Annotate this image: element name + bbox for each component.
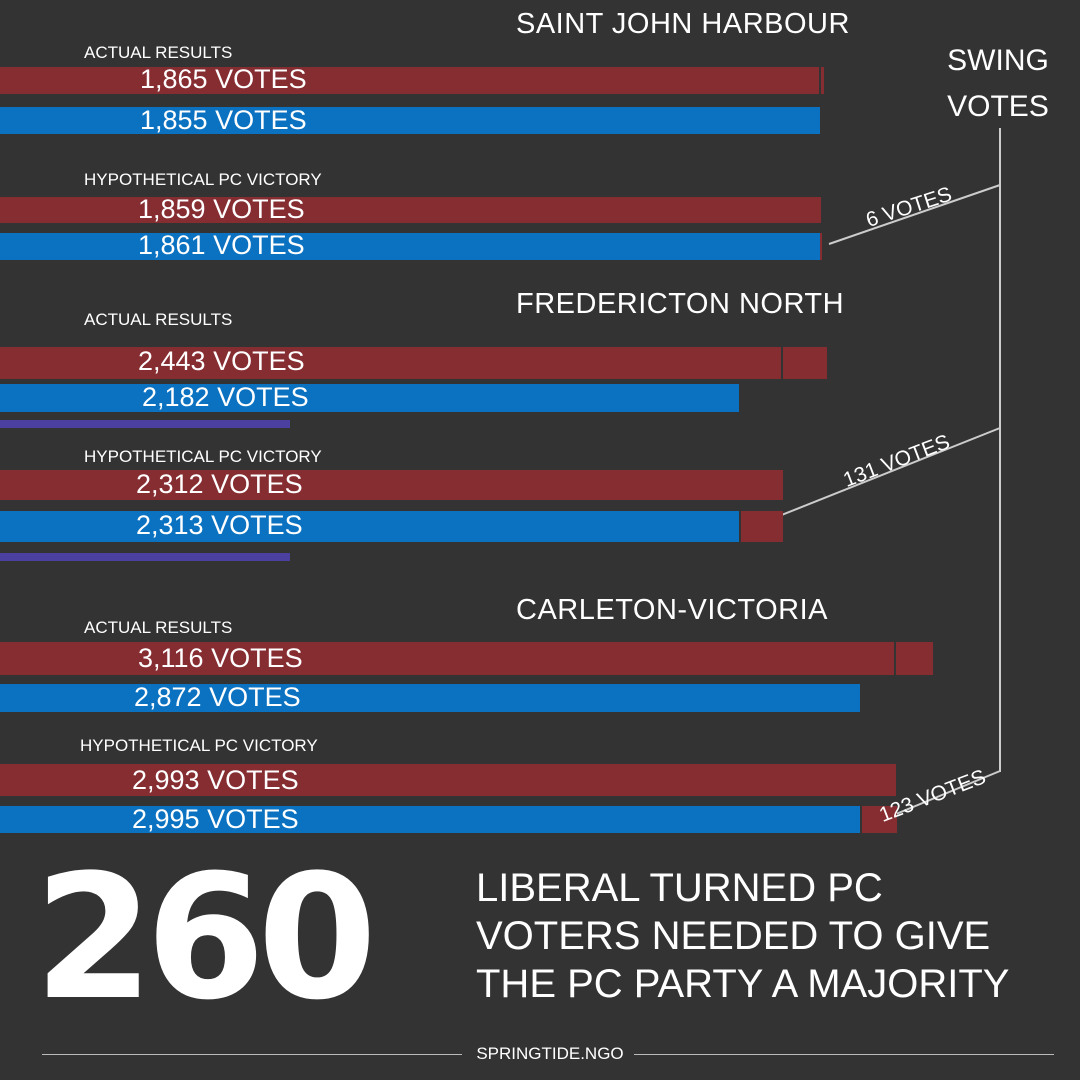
majority-vote-count: 260 <box>34 837 377 1038</box>
liberal-vote-label: 2,872 VOTES <box>134 682 301 712</box>
pc-bar <box>0 470 783 500</box>
scenario-label: ACTUAL RESULTS <box>84 618 233 637</box>
riding-title: CARLETON-VICTORIA <box>516 594 828 626</box>
pc-bar <box>0 347 827 379</box>
riding-title: SAINT JOHN HARBOUR <box>516 8 850 40</box>
pc-vote-label: 2,443 VOTES <box>138 346 305 376</box>
pc-vote-label: 1,865 VOTES <box>140 64 307 94</box>
scenario-label: HYPOTHETICAL PC VICTORY <box>84 170 322 189</box>
swing-segment <box>859 806 897 833</box>
pc-bar <box>0 642 933 675</box>
swing-segment-divider <box>780 347 783 379</box>
liberal-vote-label: 2,995 VOTES <box>132 804 299 834</box>
riding-title: FREDERICTON NORTH <box>516 288 845 320</box>
swing-segment <box>819 233 823 260</box>
scenario-label: HYPOTHETICAL PC VICTORY <box>84 447 322 466</box>
liberal-bar <box>0 384 739 412</box>
pc-bar <box>0 67 824 94</box>
scenario-label: HYPOTHETICAL PC VICTORY <box>80 736 318 755</box>
liberal-bar <box>0 233 823 260</box>
swing-segment <box>738 511 783 542</box>
majority-summary-text: LIBERAL TURNED PC VOTERS NEEDED TO GIVE … <box>476 866 1010 1006</box>
swing-votes-header: SWING VOTES <box>938 38 1058 130</box>
liberal-bar <box>0 107 820 134</box>
pc-vote-label: 2,312 VOTES <box>136 469 303 499</box>
swing-header-line-2: VOTES <box>947 90 1049 123</box>
swing-segment-divider <box>819 67 822 94</box>
pc-bar <box>0 764 897 796</box>
liberal-bar <box>0 511 783 542</box>
underline-bar <box>0 420 290 428</box>
liberal-bar <box>0 806 897 833</box>
swing-connector <box>828 184 1001 245</box>
pc-vote-label: 1,859 VOTES <box>138 194 305 224</box>
footer-source: SPRINGTIDE.NGO <box>476 1044 624 1063</box>
swing-segment-divider <box>894 642 897 675</box>
pc-vote-label: 2,993 VOTES <box>132 765 299 795</box>
swing-segment-divider <box>859 806 862 833</box>
pc-bar <box>0 197 822 223</box>
liberal-vote-label: 1,855 VOTES <box>140 105 307 135</box>
swing-connector <box>753 427 1001 527</box>
liberal-vote-label: 2,313 VOTES <box>136 510 303 540</box>
liberal-bar <box>0 684 860 712</box>
swing-header-line-1: SWING <box>947 44 1049 77</box>
underline-bar <box>0 553 290 561</box>
liberal-vote-label: 2,182 VOTES <box>142 382 309 412</box>
footer-divider-left <box>42 1054 462 1055</box>
footer-divider-right <box>634 1054 1054 1055</box>
scenario-label: ACTUAL RESULTS <box>84 43 233 62</box>
liberal-vote-label: 1,861 VOTES <box>138 230 305 260</box>
swing-segment-divider <box>738 511 741 542</box>
scenario-label: ACTUAL RESULTS <box>84 310 233 329</box>
pc-vote-label: 3,116 VOTES <box>138 643 303 673</box>
